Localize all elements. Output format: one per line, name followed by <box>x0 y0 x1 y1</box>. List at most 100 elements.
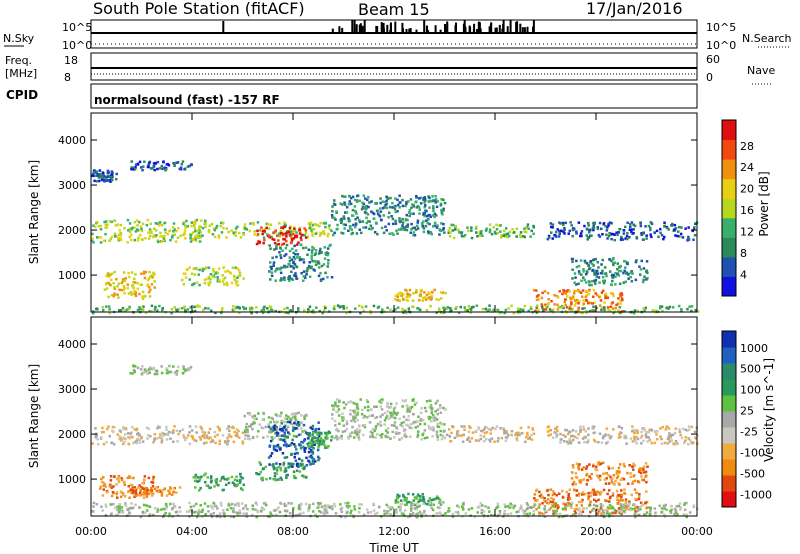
power-echo-cell <box>142 270 146 274</box>
velocity-echo-cell <box>680 436 684 440</box>
velocity-echo-cell <box>188 442 192 446</box>
velocity-echo-cell <box>222 509 225 512</box>
velocity-echo-cell <box>379 424 383 427</box>
power-echo-cell <box>370 200 373 203</box>
velocity-echo-cell <box>127 436 130 439</box>
velocity-echo-cell <box>600 462 603 465</box>
velocity-echo-cell <box>676 442 679 445</box>
power-echo-cell <box>631 272 634 275</box>
velocity-colorbar-tick: 1000 <box>740 342 768 355</box>
velocity-echo-cell <box>577 500 581 504</box>
velocity-echo-cell <box>399 423 402 427</box>
velocity-colorbar-tick: 100 <box>740 384 761 397</box>
velocity-echo-cell <box>631 429 634 433</box>
velocity-echo-cell <box>168 512 171 515</box>
power-echo-cell <box>118 238 121 242</box>
nave-top-tick: 60 <box>706 53 720 66</box>
nsky-label: N.Sky <box>3 32 35 45</box>
power-echo-cell <box>649 221 653 224</box>
velocity-echo-cell <box>169 502 172 506</box>
velocity-echo-cell <box>574 511 577 515</box>
power-echo-cell <box>98 169 102 172</box>
velocity-echo-cell <box>413 403 417 406</box>
power-echo-cell <box>255 306 258 309</box>
power-echo-cell <box>559 229 563 233</box>
power-echo-cell <box>233 233 236 236</box>
power-echo-cell <box>215 270 218 274</box>
velocity-echo-cell <box>102 430 105 434</box>
velocity-echo-cell <box>112 443 116 446</box>
power-echo-cell <box>579 291 583 294</box>
velocity-echo-cell <box>159 432 163 436</box>
power-echo-cell <box>345 211 349 214</box>
velocity-echo-cell <box>533 503 537 507</box>
velocity-echo-cell <box>185 510 189 513</box>
power-echo-cell <box>148 228 152 231</box>
power-echo-cell <box>642 278 645 282</box>
velocity-echo-cell <box>667 435 670 438</box>
power-echo-cell <box>253 230 256 233</box>
power-y-tick-label: 2000 <box>58 224 86 237</box>
power-echo-cell <box>463 306 466 309</box>
velocity-echo-cell <box>134 490 137 493</box>
velocity-echo-cell <box>101 494 105 497</box>
velocity-echo-cell <box>313 440 317 443</box>
velocity-echo-cell <box>143 492 147 496</box>
power-echo-cell <box>626 237 629 241</box>
velocity-echo-cell <box>418 510 422 514</box>
velocity-echo-cell <box>260 510 263 513</box>
power-echo-cell <box>183 168 186 171</box>
velocity-echo-cell <box>236 479 239 482</box>
power-echo-cell <box>189 234 192 237</box>
velocity-echo-cell <box>334 424 337 427</box>
velocity-echo-cell <box>343 406 346 410</box>
velocity-colorbar-swatch <box>722 491 736 508</box>
power-echo-cell <box>341 203 344 206</box>
velocity-echo-cell <box>381 413 384 416</box>
freq-label: Freq. <box>5 54 32 67</box>
power-echo-cell <box>281 249 284 252</box>
velocity-echo-cell <box>314 460 317 463</box>
power-echo-cell <box>93 179 96 183</box>
velocity-echo-cell <box>361 408 364 412</box>
velocity-echo-cell <box>272 446 276 449</box>
velocity-echo-cell <box>553 431 556 434</box>
velocity-echo-cell <box>543 515 547 518</box>
power-echo-cell <box>592 295 595 298</box>
velocity-echo-cell <box>410 501 413 505</box>
velocity-echo-cell <box>588 491 591 495</box>
power-echo-cell <box>437 307 441 310</box>
power-echo-cell <box>283 254 286 257</box>
power-echo-cell <box>335 210 338 213</box>
velocity-echo-cell <box>479 434 482 437</box>
nsky-burst <box>490 22 493 33</box>
power-echo-cell <box>404 204 407 208</box>
velocity-echo-cell <box>572 513 575 516</box>
velocity-echo-cell <box>229 507 233 510</box>
velocity-echo-cell <box>685 513 688 517</box>
velocity-echo-cell <box>505 431 508 435</box>
velocity-echo-cell <box>673 431 677 435</box>
power-echo-cell <box>434 198 438 201</box>
power-echo-cell <box>115 278 118 281</box>
power-echo-cell <box>427 200 430 203</box>
velocity-echo-cell <box>474 429 478 433</box>
power-echo-region <box>192 221 333 239</box>
velocity-echo-cell <box>353 431 357 434</box>
power-echo-cell <box>278 235 281 238</box>
power-echo-cell <box>119 238 123 242</box>
velocity-echo-cell <box>671 433 675 437</box>
power-echo-cell <box>105 287 109 290</box>
power-echo-cell <box>257 229 261 232</box>
velocity-echo-cell <box>160 492 164 495</box>
velocity-echo-cell <box>376 433 379 436</box>
velocity-echo-cell <box>546 430 550 433</box>
power-echo-cell <box>280 231 283 235</box>
velocity-echo-cell <box>317 444 321 447</box>
power-echo-cell <box>362 309 365 313</box>
velocity-echo-cell <box>592 463 595 467</box>
power-echo-cell <box>286 265 289 269</box>
power-echo-cell <box>630 280 634 283</box>
velocity-echo-cell <box>308 455 311 459</box>
velocity-echo-cell <box>504 436 508 439</box>
